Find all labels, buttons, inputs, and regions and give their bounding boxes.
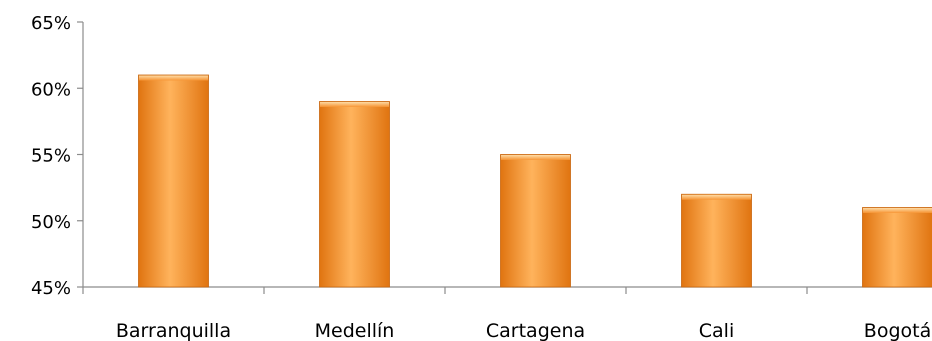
bar-highlight	[682, 194, 751, 200]
bars	[138, 74, 932, 288]
y-tick-label: 65%	[31, 13, 71, 34]
category-label: Barranquilla	[116, 320, 231, 341]
bar	[319, 101, 390, 288]
bar	[138, 74, 209, 288]
category-label: Medellín	[315, 320, 395, 341]
category-label: Cali	[699, 320, 734, 341]
bar-highlight	[863, 208, 932, 213]
y-tick-labels: 45% 50% 55% 60% 65%	[31, 13, 71, 299]
y-tick-label: 50%	[31, 212, 71, 233]
bar-cartagena	[500, 154, 571, 288]
y-tick-label: 55%	[31, 146, 71, 167]
y-tick-label: 60%	[31, 79, 71, 100]
bar	[862, 207, 932, 288]
bar-highlight	[501, 155, 570, 160]
bar-highlight	[139, 75, 208, 81]
y-axis	[77, 21, 84, 288]
category-label: Bogotá	[864, 320, 931, 341]
bar-medellín	[319, 101, 390, 288]
category-labels: Barranquilla Medellín Cartagena Cali Bogotá	[116, 320, 931, 341]
category-label: Cartagena	[486, 320, 585, 341]
bar	[500, 154, 571, 288]
bar-bogotá	[862, 207, 932, 288]
x-axis	[82, 286, 932, 294]
y-tick-label: 45%	[31, 278, 71, 299]
bar-barranquilla	[138, 74, 209, 288]
bar-cali	[681, 193, 752, 288]
bar	[681, 193, 752, 288]
bar-highlight	[320, 102, 389, 107]
